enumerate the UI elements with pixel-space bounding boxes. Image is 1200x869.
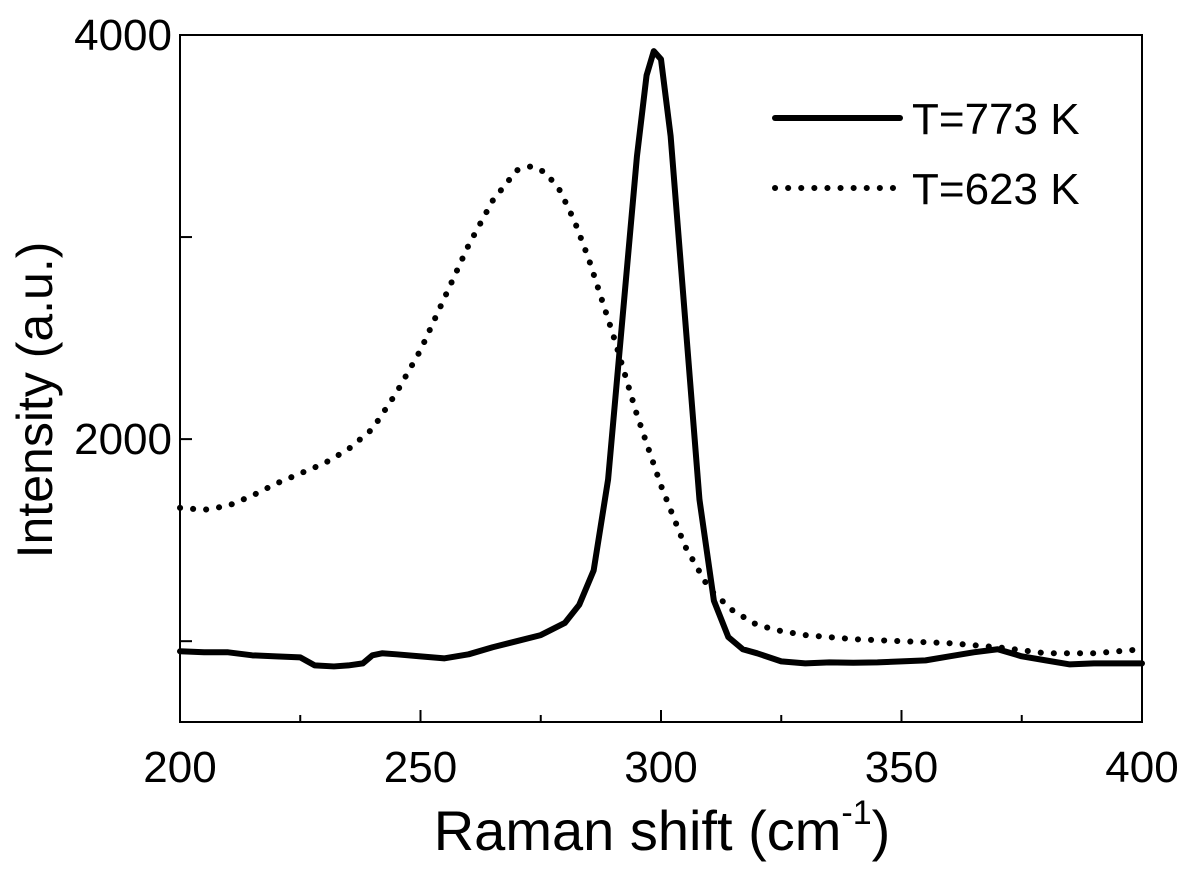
- x-axis-label-main: Raman shift (cm: [434, 799, 842, 862]
- x-axis-label-sup: -1: [841, 794, 871, 832]
- legend-label-2: T=623 K: [912, 165, 1080, 214]
- series-line-2: [177, 163, 1145, 657]
- x-tick-label: 350: [865, 743, 938, 792]
- y-tick-label: 4000: [74, 11, 172, 60]
- x-tick-label: 200: [143, 743, 216, 792]
- axes-layer: 200 250 300 350 400 2000 4000: [74, 11, 1179, 792]
- x-tick-label: 400: [1105, 743, 1178, 792]
- legend: T=773 K T=623 K: [772, 95, 1080, 214]
- x-tick-label: 300: [624, 743, 697, 792]
- y-axis-label: Intensity (a.u.): [7, 242, 63, 559]
- x-axis-label: Raman shift (cm-1): [434, 794, 891, 862]
- x-tick-label: 250: [384, 743, 457, 792]
- series-layer: [177, 48, 1145, 670]
- y-tick-label: 2000: [74, 415, 172, 464]
- series-line-1: [177, 48, 1145, 670]
- x-axis-label-close: ): [872, 799, 891, 862]
- legend-label-1: T=773 K: [912, 95, 1080, 144]
